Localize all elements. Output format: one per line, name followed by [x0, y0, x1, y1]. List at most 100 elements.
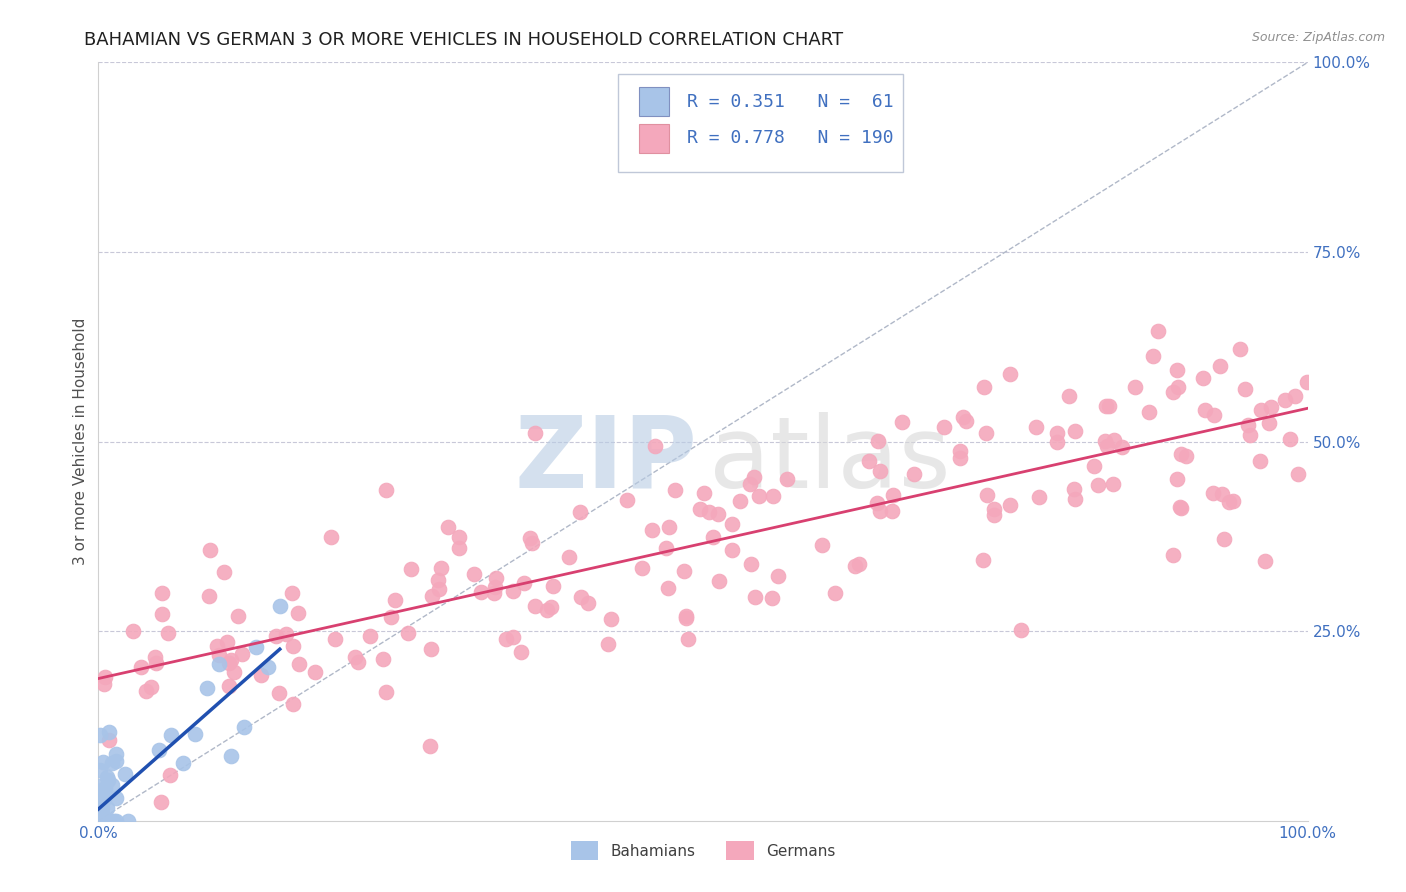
Point [94, 814, 117, 828]
Point [148, 743, 170, 757]
Point [375, 483, 398, 497]
Point [90, 814, 112, 828]
Point [1170, 500, 1192, 515]
Point [121, 624, 143, 639]
Point [631, 561, 654, 575]
Point [983, 508, 1005, 523]
Point [1175, 449, 1198, 463]
Point [205, 639, 228, 653]
Point [776, 472, 799, 486]
Point [1097, 438, 1119, 452]
Text: R = 0.778   N = 190: R = 0.778 N = 190 [688, 129, 894, 147]
Point [1295, 376, 1317, 390]
Point [463, 567, 485, 582]
Point [976, 488, 998, 502]
Point [87, 784, 110, 798]
Point [1094, 434, 1116, 448]
Legend: Bahamians, Germans: Bahamians, Germans [565, 835, 841, 866]
Point [811, 537, 834, 551]
Point [184, 727, 207, 741]
Point [1028, 491, 1050, 505]
Point [952, 409, 974, 424]
Point [1166, 363, 1188, 377]
Point [427, 582, 450, 597]
Point [100, 814, 122, 828]
Point [89, 728, 111, 742]
Point [1222, 493, 1244, 508]
Point [848, 557, 870, 571]
Point [748, 489, 770, 503]
Point [1063, 482, 1085, 496]
Point [973, 379, 995, 393]
Point [1249, 453, 1271, 467]
Point [380, 610, 402, 624]
Point [569, 505, 592, 519]
Point [599, 612, 621, 626]
Point [1254, 554, 1277, 568]
Point [221, 748, 243, 763]
Point [519, 531, 541, 545]
Point [766, 569, 789, 583]
Point [93, 812, 115, 826]
Point [91, 814, 114, 828]
Point [1218, 495, 1240, 509]
Point [323, 632, 346, 647]
Point [1208, 359, 1230, 373]
Text: BAHAMIAN VS GERMAN 3 OR MORE VEHICLES IN HOUSEHOLD CORRELATION CHART: BAHAMIAN VS GERMAN 3 OR MORE VEHICLES IN… [84, 31, 844, 49]
Point [858, 454, 880, 468]
Point [359, 629, 381, 643]
Point [616, 493, 638, 508]
Point [97, 814, 120, 828]
Point [673, 564, 696, 578]
Point [1211, 487, 1233, 501]
Point [104, 754, 127, 768]
Point [675, 611, 697, 625]
Point [207, 648, 229, 663]
Point [578, 596, 600, 610]
Point [1087, 478, 1109, 492]
Point [955, 414, 977, 428]
Point [212, 565, 235, 579]
Point [866, 495, 889, 509]
Point [101, 778, 124, 792]
Point [269, 599, 291, 614]
Point [1236, 418, 1258, 433]
Point [250, 668, 273, 682]
Point [658, 520, 681, 534]
FancyBboxPatch shape [619, 74, 903, 172]
Point [1229, 342, 1251, 356]
Point [419, 641, 441, 656]
Point [664, 483, 686, 497]
Point [1142, 349, 1164, 363]
Point [697, 505, 720, 519]
Point [932, 420, 955, 434]
Point [145, 656, 167, 670]
Point [96, 801, 118, 815]
Point [949, 444, 972, 458]
Point [903, 467, 925, 482]
Point [657, 582, 679, 596]
Point [1163, 548, 1185, 562]
FancyBboxPatch shape [638, 87, 669, 116]
Point [224, 665, 246, 679]
Point [94, 670, 117, 684]
Point [150, 586, 173, 600]
Point [540, 600, 562, 615]
Point [160, 728, 183, 742]
Point [449, 541, 471, 555]
Point [1094, 399, 1116, 413]
Point [172, 756, 194, 770]
Point [200, 543, 222, 558]
Point [866, 434, 889, 448]
Point [720, 516, 742, 531]
Point [232, 720, 254, 734]
Point [218, 656, 240, 670]
Point [596, 637, 619, 651]
Point [430, 561, 453, 575]
Point [96, 770, 118, 784]
Point [266, 629, 288, 643]
Point [1170, 447, 1192, 461]
FancyBboxPatch shape [638, 124, 669, 153]
Point [1010, 623, 1032, 637]
Point [983, 501, 1005, 516]
